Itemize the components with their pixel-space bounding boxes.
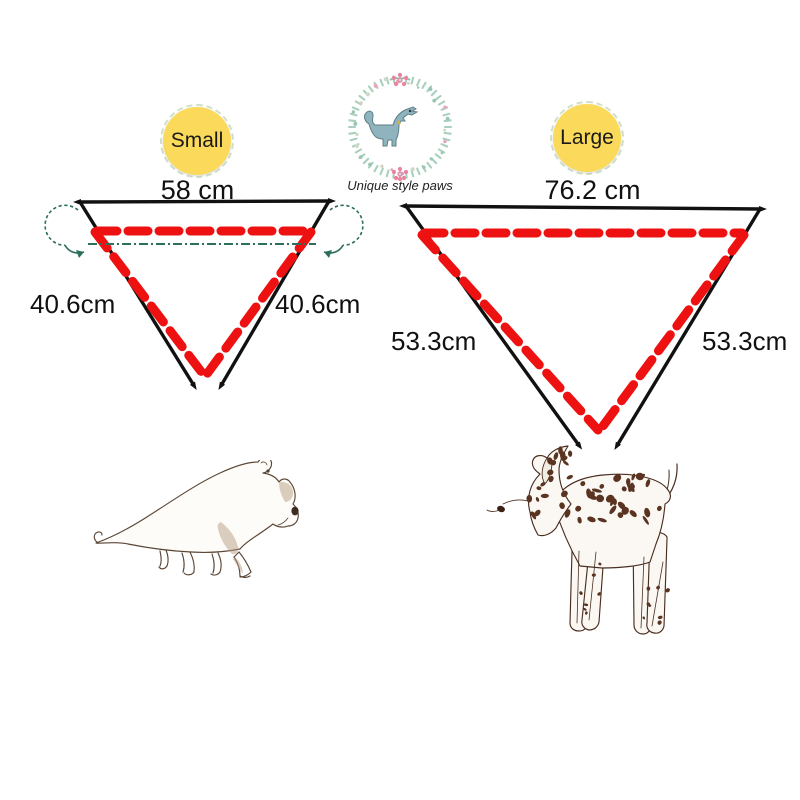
svg-text:53.3cm: 53.3cm <box>702 326 787 356</box>
svg-text:Unique style paws: Unique style paws <box>347 178 453 193</box>
svg-text:53.3cm: 53.3cm <box>391 326 476 356</box>
svg-text:40.6cm: 40.6cm <box>30 289 115 319</box>
svg-text:40.6cm: 40.6cm <box>275 289 360 319</box>
